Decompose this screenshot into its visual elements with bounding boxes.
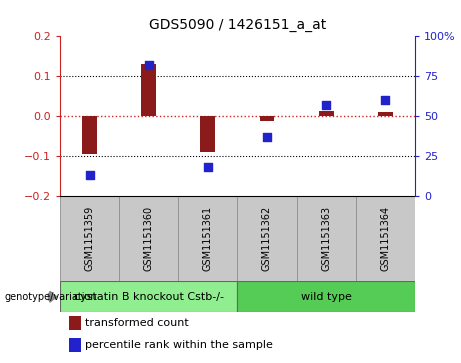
Text: cystatin B knockout Cstb-/-: cystatin B knockout Cstb-/-	[74, 292, 224, 302]
Bar	[141, 64, 156, 116]
Point	[322, 102, 330, 108]
Bar	[378, 112, 393, 116]
Text: transformed count: transformed count	[85, 318, 189, 328]
Bar	[356, 196, 415, 281]
Text: GSM1151361: GSM1151361	[203, 206, 213, 271]
Text: genotype/variation: genotype/variation	[5, 292, 97, 302]
Point	[382, 97, 389, 103]
Bar	[201, 116, 215, 152]
Point	[86, 172, 93, 178]
Text: GSM1151359: GSM1151359	[84, 206, 95, 271]
Bar	[60, 281, 237, 312]
Bar	[60, 196, 119, 281]
Point	[145, 62, 152, 68]
Bar	[178, 196, 237, 281]
Title: GDS5090 / 1426151_a_at: GDS5090 / 1426151_a_at	[149, 19, 326, 33]
Text: GSM1151360: GSM1151360	[144, 206, 154, 271]
Text: wild type: wild type	[301, 292, 352, 302]
Text: GSM1151362: GSM1151362	[262, 206, 272, 271]
Bar	[237, 281, 415, 312]
Text: percentile rank within the sample: percentile rank within the sample	[85, 340, 273, 350]
Text: GSM1151364: GSM1151364	[380, 206, 390, 271]
Bar	[82, 116, 97, 154]
Point	[263, 134, 271, 140]
Bar	[237, 196, 296, 281]
Bar	[119, 196, 178, 281]
Bar	[319, 111, 334, 116]
Text: GSM1151363: GSM1151363	[321, 206, 331, 271]
Bar	[260, 116, 274, 121]
Point	[204, 164, 212, 170]
Bar	[296, 196, 356, 281]
